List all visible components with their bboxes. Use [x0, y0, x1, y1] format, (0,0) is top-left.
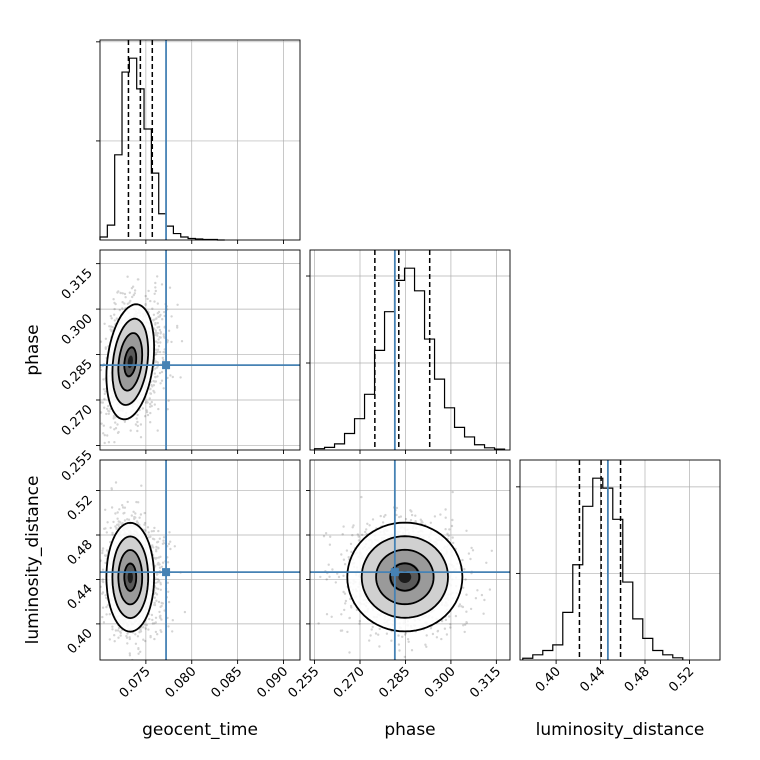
- xtick-label-geocent_time-0: 0.075: [117, 664, 154, 701]
- ytick-label-phase-2: 0.285: [59, 357, 96, 394]
- contour-0-1: [117, 332, 144, 392]
- ylabel-luminosity-distance: luminosity_distance: [23, 476, 43, 645]
- xtick-label-phase-0: 0.255: [285, 664, 322, 701]
- ytick-label-phase-4: 0.315: [59, 266, 96, 303]
- xtick-label-phase-4: 0.315: [467, 664, 504, 701]
- contour-1-2: [111, 535, 150, 620]
- overlay-layer: [100, 40, 622, 660]
- panel-2d-geocent_time-luminosity_distance: [100, 481, 187, 660]
- xtick-label-geocent_time-1: 0.080: [163, 664, 200, 701]
- contour-1-0: [123, 562, 138, 592]
- xtick-label-phase-3: 0.300: [422, 664, 459, 701]
- frame-0-2: [99, 459, 301, 661]
- panel-2d-phase-luminosity_distance: [317, 490, 494, 659]
- xtick-label-phase-1: 0.270: [331, 664, 368, 701]
- contour-2-2: [360, 535, 449, 619]
- panel-2d-geocent_time-phase: [100, 275, 184, 445]
- ytick-label-phase-1: 0.270: [59, 402, 96, 439]
- density-band-1-4: [127, 571, 133, 584]
- xtick-label-geocent_time-3: 0.090: [254, 664, 291, 701]
- contour-2-3: [346, 521, 464, 633]
- ytick-label-phase-0: 0.255: [59, 448, 96, 485]
- contour-1-1: [117, 549, 144, 606]
- contour-1-3: [105, 521, 156, 633]
- contour-2-0: [389, 562, 421, 592]
- truth-marker-1: [162, 568, 171, 577]
- xtick-label-luminosity_distance-3: 0.52: [666, 664, 697, 695]
- hist-luminosity_distance: [522, 477, 684, 660]
- contour-2-1: [375, 548, 435, 606]
- hist-geocent_time: [99, 57, 225, 241]
- ytick-label-phase-3: 0.300: [59, 311, 96, 348]
- xtick-label-phase-2: 0.285: [376, 664, 413, 701]
- ytick-label-luminosity_distance-1: 0.44: [65, 582, 96, 613]
- frame-1-2: [309, 459, 511, 661]
- xlabel-luminosity-distance: luminosity_distance: [536, 720, 705, 740]
- xlabel-phase: phase: [384, 720, 435, 740]
- ylabel-phase: phase: [23, 324, 43, 375]
- truth-marker-0: [162, 361, 171, 370]
- hist-phase: [313, 267, 506, 450]
- xtick-label-geocent_time-2: 0.085: [209, 664, 246, 701]
- truth-marker-2: [390, 568, 399, 577]
- xlabel-geocent-time: geocent_time: [142, 720, 258, 740]
- ytick-label-luminosity_distance-0: 0.40: [65, 626, 96, 657]
- frame-2-2: [519, 459, 721, 661]
- xtick-label-luminosity_distance-1: 0.44: [577, 664, 608, 695]
- frame-layer: [96, 39, 721, 664]
- contour-0-2: [111, 317, 150, 406]
- ytick-label-luminosity_distance-3: 0.52: [65, 493, 96, 524]
- ytick-label-luminosity_distance-2: 0.48: [65, 537, 96, 568]
- frame-0-0: [99, 39, 301, 241]
- frame-1-1: [309, 249, 511, 451]
- xtick-label-luminosity_distance-2: 0.48: [622, 664, 653, 695]
- density-band-2-4: [398, 571, 412, 583]
- data-layer: [99, 57, 684, 660]
- frame-0-1: [99, 249, 301, 451]
- xtick-label-luminosity_distance-0: 0.40: [533, 664, 564, 695]
- contour-0-3: [105, 303, 156, 421]
